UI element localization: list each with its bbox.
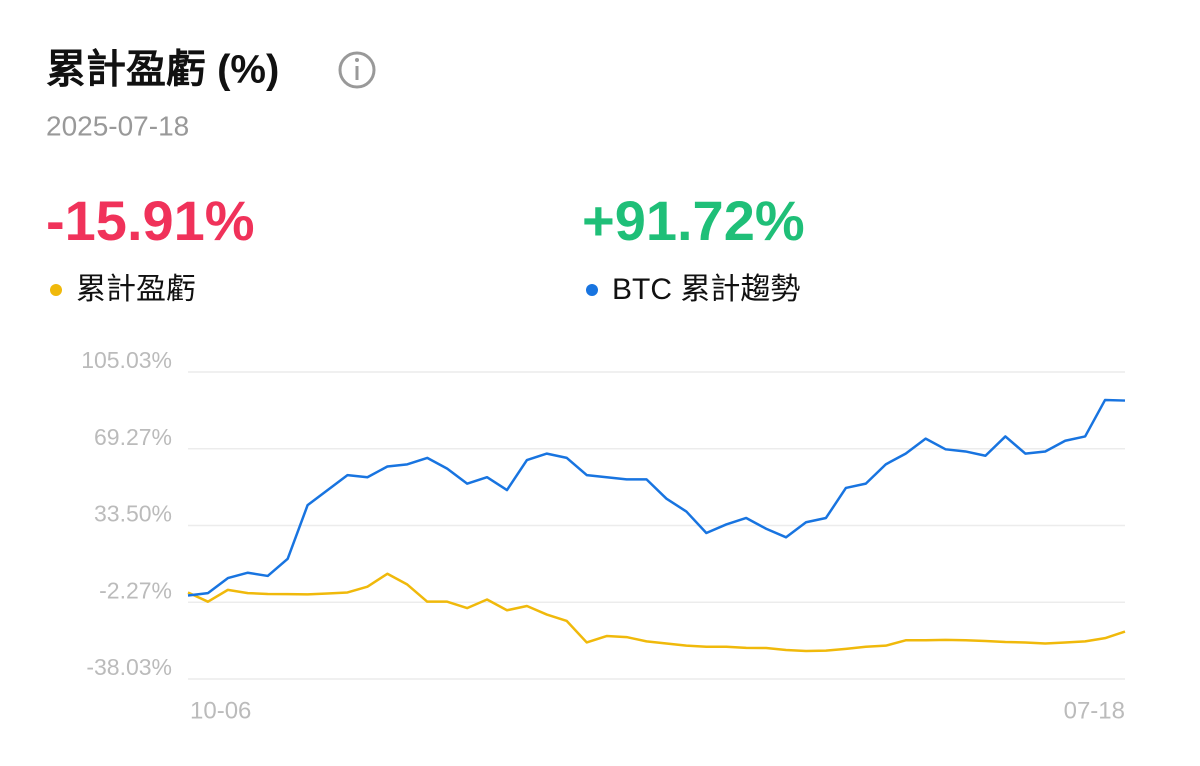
y-tick-label: -2.27%: [99, 577, 172, 603]
series-line: [187, 572, 1126, 653]
legend-dot: [50, 284, 62, 296]
info-circle: [338, 51, 376, 89]
x-tick-label: 10-06: [190, 697, 251, 724]
y-tick-label: 105.03%: [81, 347, 172, 373]
legend-label: BTC 累計趨勢: [612, 273, 800, 306]
x-tick-label: 07-18: [1064, 697, 1125, 724]
info-icon[interactable]: [338, 51, 376, 89]
y-tick-label: 69.27%: [94, 424, 172, 450]
info-dot: [355, 58, 359, 62]
stat-value: -15.91%: [46, 189, 255, 252]
legend-label: 累計盈虧: [76, 273, 196, 306]
title: 累計盈虧 (%): [46, 48, 279, 92]
series-line: [187, 398, 1126, 597]
date: 2025-07-18: [46, 110, 189, 141]
y-tick-label: 33.50%: [94, 501, 172, 527]
y-tick-label: -38.03%: [86, 654, 172, 680]
legend-dot: [586, 284, 598, 296]
stat-value: +91.72%: [582, 189, 805, 252]
